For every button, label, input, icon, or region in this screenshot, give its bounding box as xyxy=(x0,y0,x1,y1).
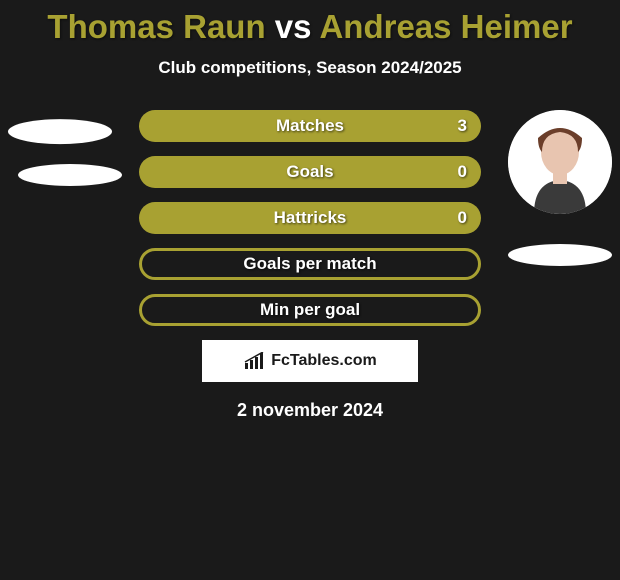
avatar-right-shadow xyxy=(508,244,612,266)
stat-bar: Goals per match xyxy=(139,248,481,280)
stat-bar: Hattricks 0 xyxy=(139,202,481,234)
stat-value-right: 3 xyxy=(458,116,467,136)
stat-label: Min per goal xyxy=(260,300,360,320)
stat-label: Goals xyxy=(286,162,333,182)
chart-icon xyxy=(243,352,267,370)
stat-bar: Matches 3 xyxy=(139,110,481,142)
page-title: Thomas Raun vs Andreas Heimer xyxy=(0,0,620,46)
title-player2: Andreas Heimer xyxy=(319,8,572,45)
brand-badge[interactable]: FcTables.com xyxy=(202,340,418,382)
title-vs: vs xyxy=(266,8,320,45)
avatar-right-icon xyxy=(508,110,612,214)
stat-bars: Matches 3 Goals 0 Hattricks 0 Goals per match M… xyxy=(139,110,481,326)
stat-label: Hattricks xyxy=(274,208,347,228)
avatar-left-placeholder xyxy=(8,119,112,144)
date-label: 2 november 2024 xyxy=(0,400,620,421)
stat-label: Matches xyxy=(276,116,344,136)
subtitle: Club competitions, Season 2024/2025 xyxy=(0,58,620,78)
stat-bar: Min per goal xyxy=(139,294,481,326)
avatar-right xyxy=(508,110,612,214)
avatar-left-shadow xyxy=(18,164,122,186)
title-player1: Thomas Raun xyxy=(47,8,265,45)
stat-value-right: 0 xyxy=(458,208,467,228)
stat-bar: Goals 0 xyxy=(139,156,481,188)
stat-value-right: 0 xyxy=(458,162,467,182)
brand-text: FcTables.com xyxy=(271,352,377,370)
comparison-area: Matches 3 Goals 0 Hattricks 0 Goals per match M… xyxy=(0,110,620,421)
stat-label: Goals per match xyxy=(243,254,376,274)
